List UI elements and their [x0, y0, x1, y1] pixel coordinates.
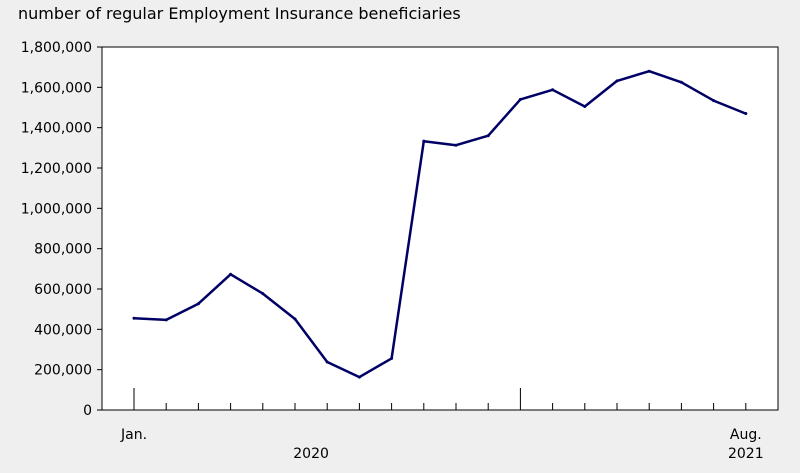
data-point: [325, 360, 329, 364]
data-point: [422, 139, 426, 143]
data-point: [261, 292, 265, 296]
data-point: [454, 143, 458, 147]
data-point: [615, 79, 619, 83]
data-point: [132, 316, 136, 320]
y-axis-ticks: 0 200,000 400,000 600,000 800,000 1,000,000 1,…: [21, 40, 102, 419]
y-tick-label: 200,000: [34, 363, 92, 379]
data-point: [357, 375, 361, 379]
y-tick-label: 1,800,000: [21, 40, 92, 56]
y-axis-label: number of regular Employment Insurance b…: [18, 4, 461, 23]
data-point: [518, 97, 522, 101]
y-tick-label: 0: [83, 403, 92, 419]
data-point: [551, 88, 555, 92]
y-tick-label: 1,200,000: [21, 161, 92, 177]
y-tick-label: 400,000: [34, 322, 92, 338]
data-point: [583, 104, 587, 108]
data-point: [196, 302, 200, 306]
data-point: [679, 80, 683, 84]
x-tick-label: Jan.: [120, 427, 147, 443]
plot-area: [101, 46, 779, 411]
data-point: [390, 356, 394, 360]
x-year-label: 2020: [293, 446, 329, 462]
x-axis-ticks: Jan. Aug. 2020 2021: [120, 388, 764, 462]
x-year-label: 2021: [728, 446, 764, 462]
series-layer: [132, 69, 748, 379]
data-point: [647, 69, 651, 73]
x-tick-label: Aug.: [730, 427, 762, 443]
data-point: [744, 112, 748, 116]
y-tick-label: 800,000: [34, 242, 92, 258]
data-point: [164, 318, 168, 322]
series-line: [132, 69, 748, 379]
y-tick-label: 1,600,000: [21, 80, 92, 96]
y-tick-label: 1,000,000: [21, 201, 92, 217]
data-point: [293, 317, 297, 321]
data-point: [229, 272, 233, 276]
y-tick-label: 600,000: [34, 282, 92, 298]
data-point: [712, 99, 716, 103]
data-point: [486, 134, 490, 138]
y-tick-label: 1,400,000: [21, 121, 92, 137]
